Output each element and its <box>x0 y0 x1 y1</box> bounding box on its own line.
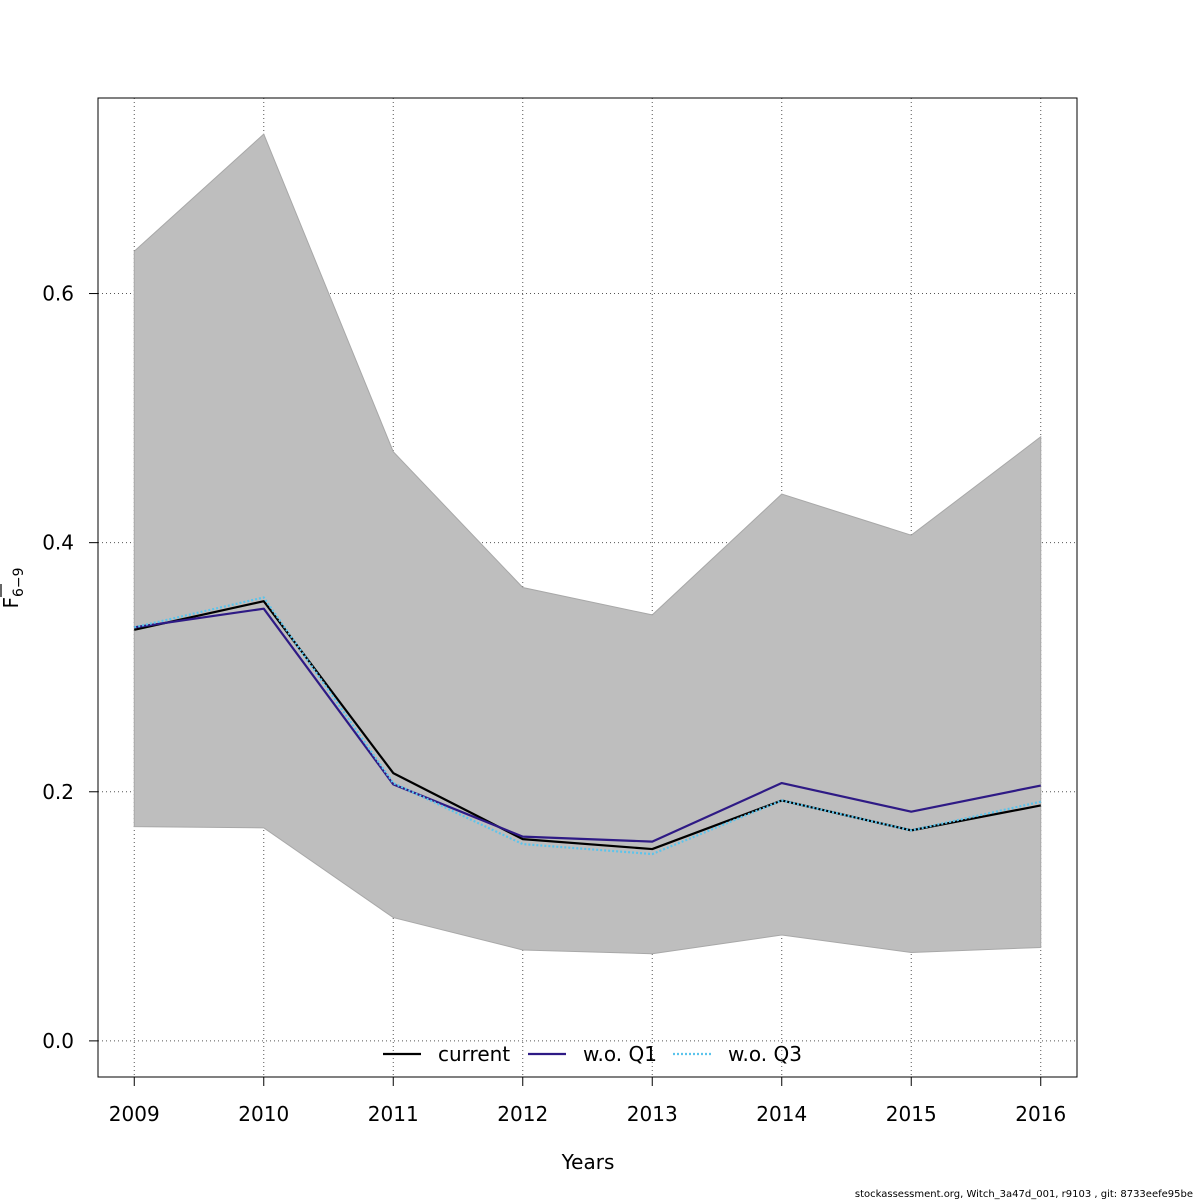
y-tick-label: 0.0 <box>42 1029 74 1053</box>
x-tick-label: 2013 <box>627 1102 678 1126</box>
footnote: stockassessment.org, Witch_3a47d_001, r9… <box>855 1189 1193 1200</box>
confidence-band <box>133 133 1042 955</box>
y-axis-title-main: F <box>0 597 23 609</box>
y-axis: 0.0 0.2 0.4 0.6 <box>42 282 99 1053</box>
legend: current w.o. Q1 w.o. Q3 <box>383 1042 802 1066</box>
legend-label: w.o. Q3 <box>728 1042 802 1066</box>
x-tick-label: 2011 <box>368 1102 419 1126</box>
legend-item-2: w.o. Q1 <box>528 1042 657 1066</box>
x-tick-label: 2014 <box>756 1102 807 1126</box>
legend-label: current <box>438 1042 510 1066</box>
y-tick-label: 0.2 <box>42 780 74 804</box>
svg-text:F6−9: F6−9 <box>0 567 27 608</box>
confidence-band-layer <box>133 133 1042 955</box>
series-line-1 <box>134 600 1041 851</box>
y-tick-label: 0.6 <box>42 282 74 306</box>
y-axis-title-subscript: 6−9 <box>11 567 27 597</box>
x-tick-label: 2010 <box>238 1102 289 1126</box>
x-axis: 2009 2010 2011 2012 2013 2014 2015 2016 <box>109 1076 1066 1126</box>
x-axis-title: Years <box>561 1150 615 1174</box>
legend-label: w.o. Q1 <box>583 1042 657 1066</box>
series-line-2 <box>134 607 1041 843</box>
series-lines-layer <box>134 596 1041 856</box>
y-tick-label: 0.4 <box>42 531 74 555</box>
legend-item-1: current <box>383 1042 510 1066</box>
x-tick-label: 2009 <box>109 1102 160 1126</box>
x-tick-label: 2015 <box>886 1102 937 1126</box>
x-tick-label: 2016 <box>1015 1102 1066 1126</box>
y-axis-title: F6−9 <box>0 567 27 608</box>
x-tick-label: 2012 <box>497 1102 548 1126</box>
legend-item-3: w.o. Q3 <box>673 1042 802 1066</box>
